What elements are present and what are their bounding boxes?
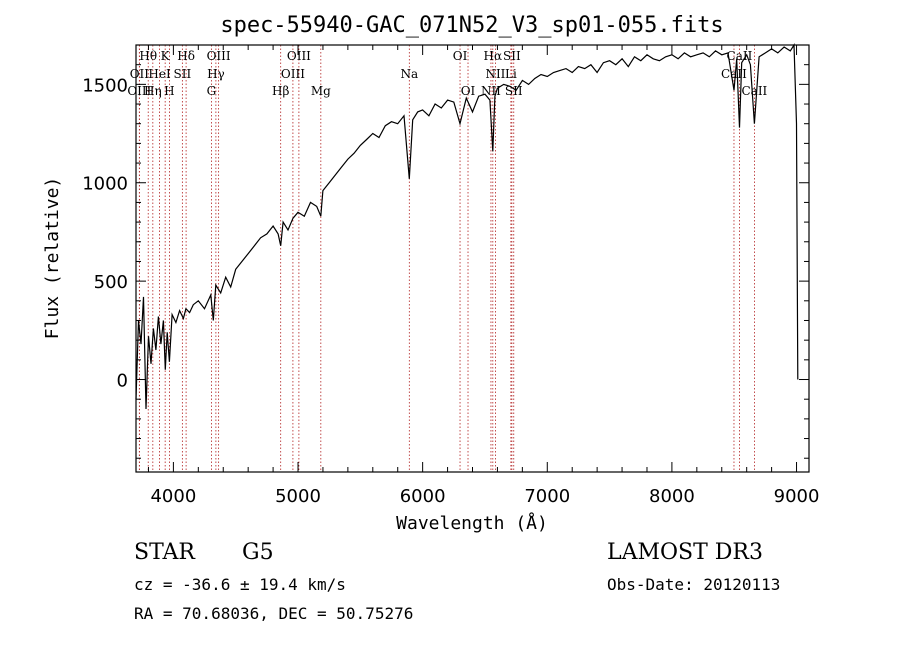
- line-label-6: H: [164, 84, 174, 98]
- y-tick-label-500: 500: [94, 272, 128, 293]
- plot-frame: [135, 44, 810, 473]
- line-label-0: Hθ: [139, 49, 157, 63]
- ra-dec-coordinates: RA = 70.68036, DEC = 50.75276: [134, 604, 414, 623]
- spectrum-line: [135, 43, 799, 410]
- x-axis-ticks: 4000 5000 6000 7000 8000 9000: [147, 45, 820, 507]
- x-tick-label-9000: 9000: [774, 486, 820, 507]
- line-label-20: SII: [503, 49, 521, 63]
- line-label-14: Hβ: [272, 84, 289, 98]
- spectral-line-markers: [138, 45, 755, 472]
- line-label-11: G: [207, 84, 217, 98]
- object-class: STAR: [134, 540, 195, 565]
- line-label-5: K: [161, 49, 171, 63]
- line-label-9: OIII: [207, 49, 231, 63]
- line-label-10: Hγ: [207, 67, 225, 81]
- x-tick-label-7000: 7000: [524, 486, 570, 507]
- line-label-3: HeI: [148, 67, 171, 81]
- y-tick-label-1500: 1500: [82, 75, 128, 96]
- line-label-1: OII: [130, 67, 150, 81]
- line-label-13: OIII: [281, 67, 305, 81]
- survey-name: LAMOST DR3: [607, 540, 763, 565]
- line-label-22: NII: [481, 84, 501, 98]
- y-axis-ticks: 0 500 1000 1500: [82, 44, 809, 459]
- spectral-line-labels: Hθ OII OIII HeI Hη K H Hδ SII OIII Hγ G OIII OIII Hβ Mg…: [127, 49, 767, 98]
- x-axis-label: Wavelength (Å): [396, 512, 548, 534]
- line-label-17: OI: [453, 49, 468, 63]
- x-tick-label-6000: 6000: [400, 486, 446, 507]
- y-tick-label-1000: 1000: [82, 174, 128, 195]
- line-label-27: CaII: [741, 84, 767, 98]
- object-subclass: G5: [242, 540, 274, 565]
- observation-date: Obs-Date: 20120113: [607, 575, 781, 594]
- y-axis-label: Flux (relative): [42, 177, 63, 340]
- line-label-2: OIII: [127, 84, 151, 98]
- redshift-cz: cz = -36.6 ± 19.4 km/s: [134, 575, 346, 594]
- line-label-21: NII: [485, 67, 505, 81]
- line-label-23: Li: [505, 67, 517, 81]
- line-label-19: Hα: [484, 49, 503, 63]
- x-tick-label-4000: 4000: [150, 486, 196, 507]
- x-tick-label-5000: 5000: [275, 486, 321, 507]
- line-label-18: OI: [461, 84, 476, 98]
- line-label-7: Hδ: [177, 49, 195, 63]
- line-label-15: Mg: [311, 84, 331, 98]
- line-label-26: CaII: [721, 67, 747, 81]
- x-tick-label-8000: 8000: [649, 486, 695, 507]
- line-label-8: SII: [174, 67, 192, 81]
- y-tick-label-0: 0: [117, 371, 128, 392]
- chart-title: spec-55940-GAC_071N52_V3_sp01-055.fits: [220, 13, 723, 38]
- line-label-12: OIII: [287, 49, 311, 63]
- line-label-4: Hη: [144, 84, 162, 98]
- line-label-16: Na: [400, 67, 418, 81]
- line-label-25: CaII: [727, 49, 753, 63]
